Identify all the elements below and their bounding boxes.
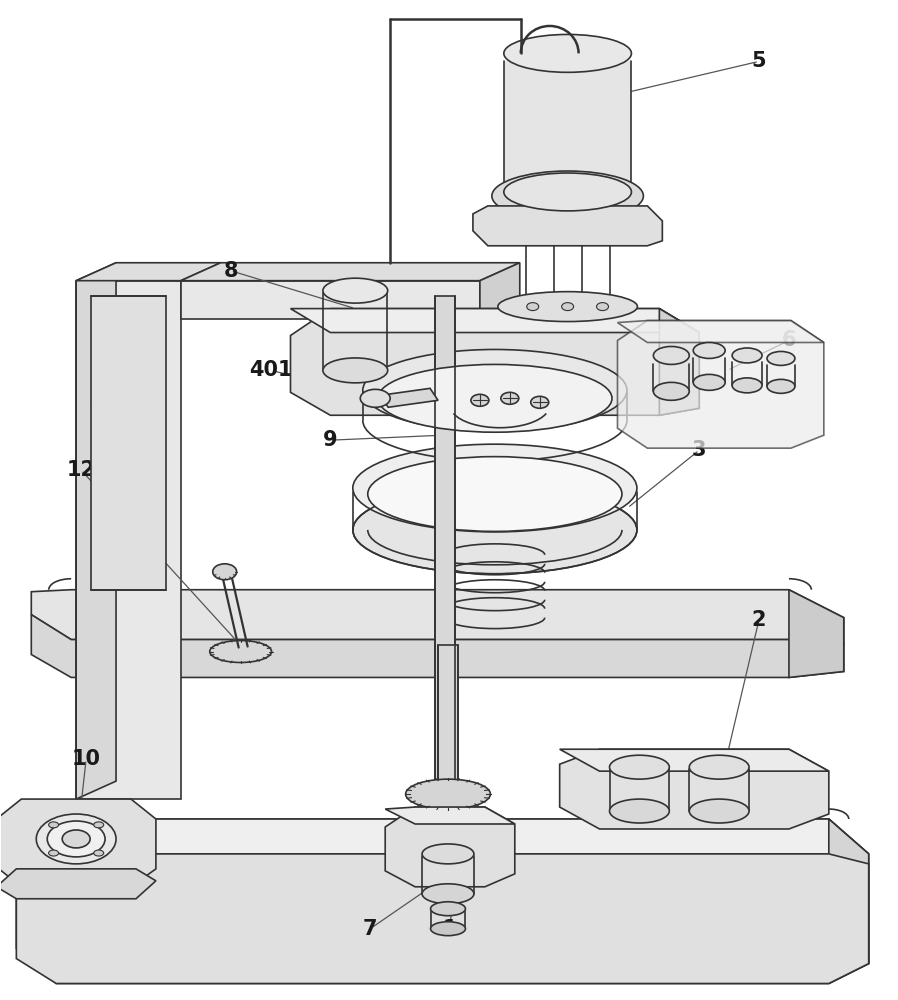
Polygon shape — [385, 807, 515, 824]
Ellipse shape — [693, 342, 726, 358]
Ellipse shape — [93, 850, 103, 856]
Text: 1: 1 — [443, 919, 457, 939]
Ellipse shape — [501, 392, 519, 404]
Ellipse shape — [48, 850, 58, 856]
Ellipse shape — [360, 389, 391, 407]
Polygon shape — [559, 749, 829, 771]
Text: 401: 401 — [249, 360, 293, 380]
Text: 7: 7 — [363, 919, 377, 939]
Ellipse shape — [36, 814, 116, 864]
Polygon shape — [829, 819, 868, 983]
Ellipse shape — [690, 755, 749, 779]
Polygon shape — [76, 263, 116, 799]
Text: 6: 6 — [781, 330, 797, 350]
Polygon shape — [16, 819, 868, 854]
Ellipse shape — [527, 303, 539, 311]
Ellipse shape — [732, 348, 762, 363]
Ellipse shape — [767, 379, 795, 393]
Polygon shape — [385, 807, 515, 887]
Polygon shape — [16, 854, 868, 983]
Ellipse shape — [422, 844, 474, 864]
Ellipse shape — [210, 641, 271, 662]
Ellipse shape — [48, 822, 58, 828]
Polygon shape — [504, 61, 631, 196]
Text: 10: 10 — [72, 749, 101, 769]
Ellipse shape — [504, 173, 631, 211]
Text: 8: 8 — [224, 261, 238, 281]
Ellipse shape — [368, 457, 622, 531]
Ellipse shape — [654, 382, 690, 400]
Ellipse shape — [323, 278, 388, 303]
Polygon shape — [91, 296, 166, 590]
Polygon shape — [290, 309, 700, 333]
Ellipse shape — [767, 351, 795, 365]
Ellipse shape — [430, 922, 465, 936]
Polygon shape — [31, 590, 844, 645]
Polygon shape — [618, 321, 823, 342]
Ellipse shape — [471, 394, 489, 406]
Ellipse shape — [93, 822, 103, 828]
Polygon shape — [473, 206, 663, 246]
Polygon shape — [380, 388, 438, 407]
Polygon shape — [16, 819, 868, 983]
Ellipse shape — [363, 349, 627, 431]
Ellipse shape — [430, 902, 465, 916]
Polygon shape — [438, 645, 458, 799]
Ellipse shape — [48, 821, 105, 857]
Ellipse shape — [654, 346, 690, 364]
Ellipse shape — [693, 374, 726, 390]
Ellipse shape — [323, 358, 388, 383]
Ellipse shape — [610, 755, 669, 779]
Ellipse shape — [596, 303, 609, 311]
Polygon shape — [76, 281, 180, 799]
Polygon shape — [0, 799, 156, 887]
Polygon shape — [31, 615, 844, 677]
Polygon shape — [559, 749, 829, 829]
Ellipse shape — [531, 396, 549, 408]
Polygon shape — [659, 309, 700, 415]
Ellipse shape — [497, 292, 638, 322]
Polygon shape — [789, 590, 844, 677]
Polygon shape — [0, 869, 156, 899]
Polygon shape — [180, 281, 480, 319]
Ellipse shape — [378, 364, 612, 432]
Ellipse shape — [213, 564, 237, 580]
Ellipse shape — [422, 884, 474, 904]
Ellipse shape — [732, 378, 762, 393]
Polygon shape — [435, 296, 455, 799]
Polygon shape — [76, 263, 221, 281]
Text: 2: 2 — [752, 610, 766, 630]
Ellipse shape — [492, 171, 643, 221]
Ellipse shape — [504, 34, 631, 72]
Polygon shape — [480, 263, 520, 319]
Polygon shape — [180, 263, 520, 281]
Polygon shape — [618, 321, 823, 448]
Text: 5: 5 — [752, 51, 766, 71]
Text: 9: 9 — [323, 430, 338, 450]
Ellipse shape — [561, 303, 574, 311]
Ellipse shape — [353, 444, 637, 532]
Ellipse shape — [62, 830, 90, 848]
Ellipse shape — [690, 799, 749, 823]
Text: 3: 3 — [692, 440, 707, 460]
Text: 12: 12 — [66, 460, 96, 480]
Text: 4: 4 — [89, 390, 103, 410]
Ellipse shape — [610, 799, 669, 823]
Ellipse shape — [353, 486, 637, 574]
Ellipse shape — [406, 779, 490, 809]
Polygon shape — [290, 309, 700, 415]
